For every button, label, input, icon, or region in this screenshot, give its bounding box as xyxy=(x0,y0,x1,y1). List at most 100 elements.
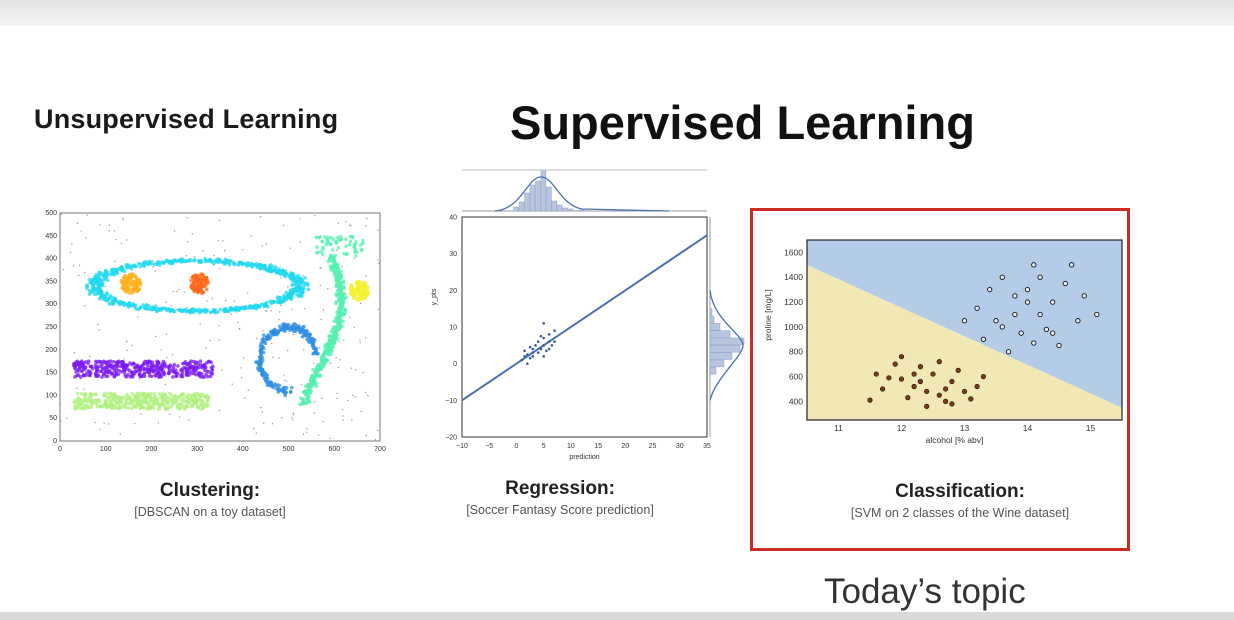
regression-point xyxy=(528,345,532,349)
classification-point-class-b xyxy=(955,367,961,373)
clustering-x-tick: 0 xyxy=(58,446,62,453)
clustering-y-tick: 0 xyxy=(53,438,57,445)
clustering-x-tick: 700 xyxy=(374,446,386,453)
regression-x-tick: −5 xyxy=(485,443,493,450)
regression-top-marginal xyxy=(462,169,707,212)
classification-point-class-b xyxy=(911,383,917,390)
classification-point-class-a xyxy=(1037,311,1043,318)
classification-y-tick: 600 xyxy=(789,372,803,382)
classification-x-tick: 12 xyxy=(897,423,907,433)
regression-y-tick: 30 xyxy=(449,251,457,258)
cluster-5 xyxy=(72,391,210,411)
regression-point xyxy=(539,347,543,351)
regression-point xyxy=(542,322,545,325)
regression-point xyxy=(528,356,532,360)
classification-point-class-b xyxy=(917,364,923,370)
cluster-4 xyxy=(72,359,215,379)
regression-point xyxy=(520,358,524,362)
regression-right-density xyxy=(709,290,744,401)
regression-top-bin xyxy=(540,170,547,212)
classification-y-tick: 800 xyxy=(789,347,803,357)
classification-point-class-a xyxy=(1050,330,1056,336)
classification-point-class-a xyxy=(1018,330,1024,336)
regression-point xyxy=(542,336,545,340)
regression-title: Regression: xyxy=(505,478,615,499)
classification-point-class-a xyxy=(987,287,993,293)
classification-point-class-a xyxy=(999,324,1005,330)
cluster-8 xyxy=(348,279,371,303)
regression-point xyxy=(531,347,535,351)
video-bottom-bar xyxy=(0,612,1234,620)
clustering-x-tick: 100 xyxy=(100,446,112,453)
classification-point-class-a xyxy=(1056,342,1062,349)
classification-x-label: alcohol [% abv] xyxy=(926,435,984,445)
classification-point-class-b xyxy=(961,388,968,395)
regression-plot-area xyxy=(461,216,708,438)
regression-chart: −10 −5 0 5 10 15 20 25 30 35403020100−10−20predic… xyxy=(431,169,745,461)
classification-point-class-b xyxy=(924,388,930,395)
video-top-bar xyxy=(0,0,1234,26)
classification-x-tick: 13 xyxy=(960,423,970,433)
regression-y-tick: 20 xyxy=(449,288,457,295)
cluster-7 xyxy=(298,234,365,406)
classification-y-label: proline [mg/L] xyxy=(763,289,773,341)
regression-point xyxy=(523,349,526,353)
clustering-y-tick: 400 xyxy=(45,256,57,263)
regression-point xyxy=(553,340,556,343)
classification-x-tick: 15 xyxy=(1086,423,1096,433)
regression-point xyxy=(542,344,545,347)
cluster-1 xyxy=(85,256,311,315)
regression-right-bin xyxy=(709,330,731,338)
regression-right-bin xyxy=(709,352,733,360)
classification-point-class-a xyxy=(1043,326,1050,333)
regression-point xyxy=(553,329,556,332)
classification-point-class-b xyxy=(898,354,905,360)
classification-point-class-b xyxy=(917,378,923,385)
regression-x-tick: 20 xyxy=(621,443,629,450)
regression-x-tick: −10 xyxy=(456,443,468,450)
regression-right-bin xyxy=(709,345,741,353)
regression-right-bin xyxy=(709,308,713,316)
classification-x-tick: 14 xyxy=(1023,423,1033,433)
classification-point-class-a xyxy=(1031,262,1037,268)
classification-point-class-a xyxy=(999,274,1005,280)
clustering-y-tick: 50 xyxy=(49,415,57,422)
classification-y-tick: 400 xyxy=(789,396,803,406)
classification-y-tick: 1400 xyxy=(784,272,803,282)
todays-topic-highlight-box xyxy=(750,208,1130,551)
regression-y-tick: 40 xyxy=(449,215,457,222)
regression-point xyxy=(547,347,551,351)
regression-point xyxy=(542,355,545,358)
classification-point-class-b xyxy=(930,371,936,377)
regression-point xyxy=(523,355,526,358)
classification-point-class-a xyxy=(1062,280,1068,287)
classification-point-class-b xyxy=(949,378,955,385)
regression-point xyxy=(526,353,529,356)
clustering-y-tick: 100 xyxy=(45,392,57,399)
regression-right-marginal xyxy=(709,217,745,437)
classification-plot-frame xyxy=(806,239,1123,421)
classification-point-class-a xyxy=(1068,262,1075,268)
regression-right-bin xyxy=(709,359,725,368)
regression-right-bin xyxy=(709,315,715,324)
supervised-heading: Supervised Learning xyxy=(510,96,975,149)
classification-point-class-b xyxy=(936,359,942,365)
regression-top-bin xyxy=(529,184,536,212)
clustering-y-tick: 500 xyxy=(45,210,57,217)
regression-point xyxy=(547,333,551,336)
classification-point-class-b xyxy=(980,373,986,380)
regression-top-bin xyxy=(518,201,525,212)
classification-point-class-b xyxy=(943,398,949,404)
classification-point-class-b xyxy=(974,383,980,390)
classification-point-class-a xyxy=(980,336,987,342)
unsupervised-heading: Unsupervised Learning xyxy=(34,104,339,134)
regression-top-bin xyxy=(551,200,558,212)
classification-point-class-a xyxy=(1094,311,1100,318)
classification-point-class-a xyxy=(1081,293,1087,299)
clustering-y-tick: 250 xyxy=(45,324,57,331)
cluster-2 xyxy=(119,272,143,295)
classification-point-class-b xyxy=(886,375,892,381)
classification-point-class-b xyxy=(943,386,949,392)
regression-x-tick: 0 xyxy=(514,443,518,450)
clustering-y-tick: 450 xyxy=(45,233,57,240)
